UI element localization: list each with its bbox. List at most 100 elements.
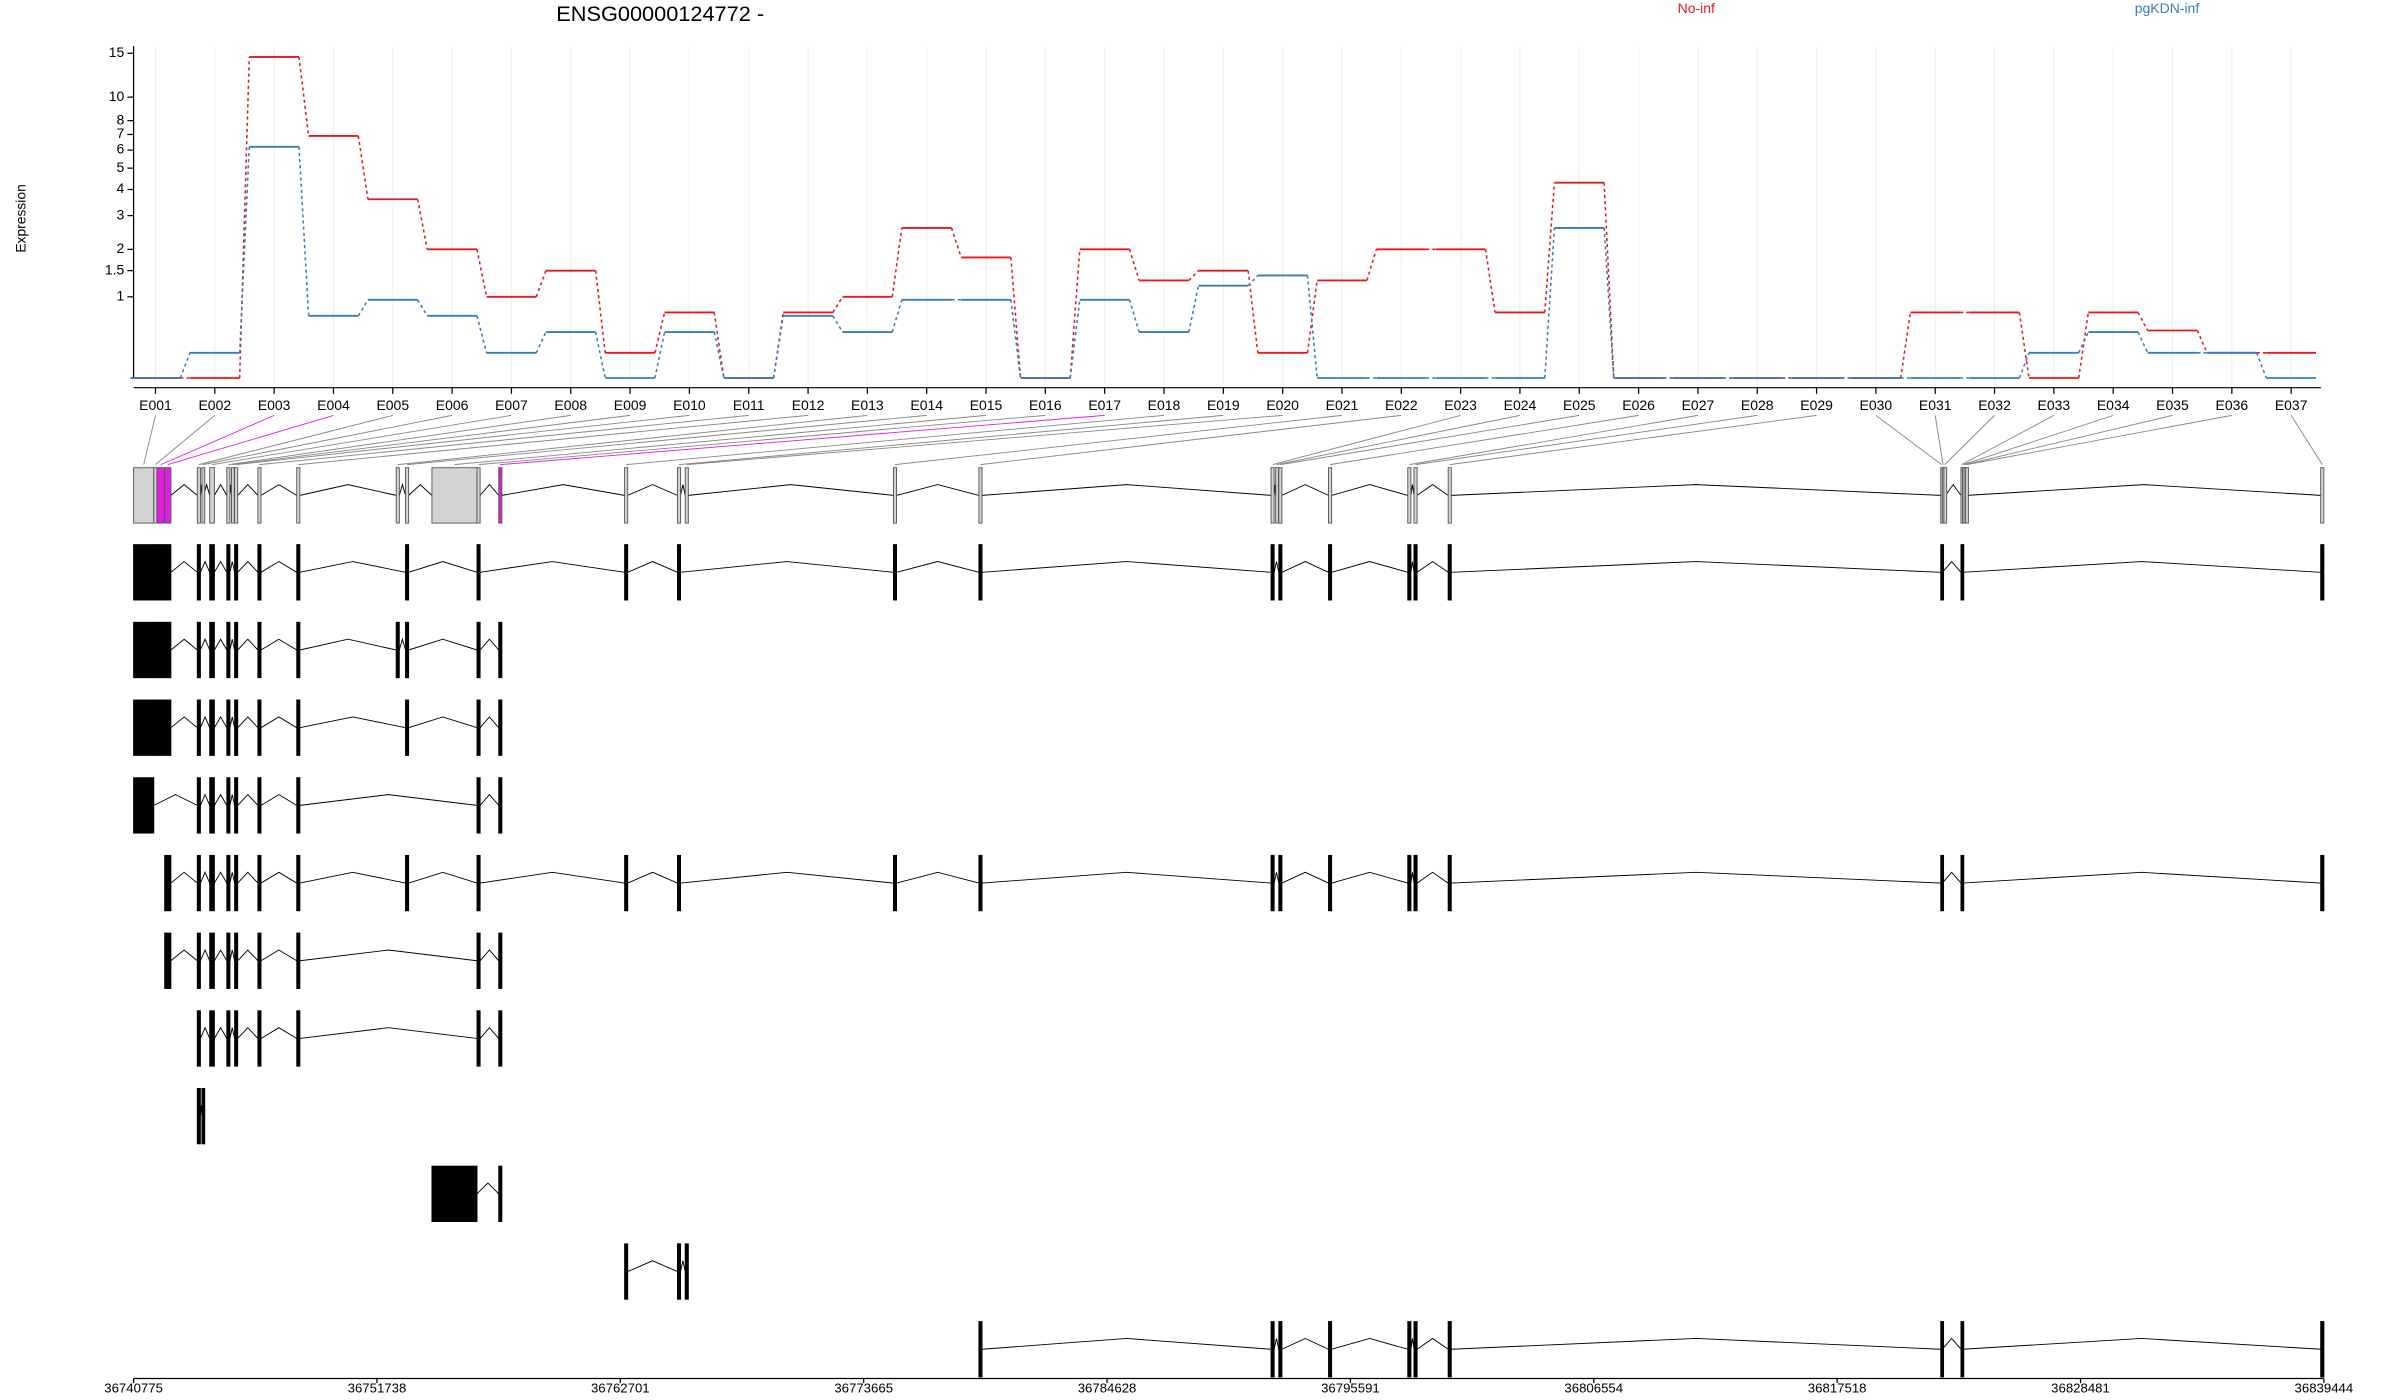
intron <box>896 871 980 884</box>
y-tick-label: 10 <box>109 88 125 104</box>
x-tick-label: E024 <box>1504 397 1537 413</box>
exon-bin <box>226 467 231 524</box>
intron <box>1962 1337 2321 1350</box>
intron <box>213 483 228 496</box>
intron <box>627 871 678 884</box>
transcript-exon <box>1413 854 1418 912</box>
transcript-exon <box>1447 854 1452 912</box>
x-tick-label: E026 <box>1622 397 1655 413</box>
intron <box>229 949 236 961</box>
x-tick-label: E003 <box>258 397 291 413</box>
intron <box>1451 561 1941 573</box>
intron <box>229 716 236 728</box>
exon-bin <box>1413 467 1418 524</box>
exon-bin <box>156 467 166 524</box>
bin-connector <box>1964 414 2173 466</box>
transcript-exon <box>498 1010 503 1067</box>
expression-connector <box>238 56 251 379</box>
transcript-exon <box>234 932 239 989</box>
x-tick-label: E027 <box>1682 397 1715 413</box>
expression-connector <box>476 315 488 353</box>
transcript-exon <box>296 854 301 912</box>
expression-connector <box>1306 280 1318 353</box>
transcript-exon <box>1940 544 1945 601</box>
exon-bin <box>1328 467 1333 524</box>
intron <box>199 948 211 961</box>
intron <box>1281 561 1329 573</box>
expression-connector <box>1603 182 1615 379</box>
x-tick-label: E021 <box>1326 397 1359 413</box>
expression-connector <box>1128 299 1140 333</box>
intron <box>1410 484 1415 496</box>
intron <box>627 1260 678 1272</box>
intron <box>479 793 500 806</box>
intron <box>237 716 259 729</box>
intron <box>398 482 406 496</box>
exon-bin <box>405 467 410 524</box>
x-tick-label: E036 <box>2216 397 2249 413</box>
bin-connector <box>894 414 1343 466</box>
expression-connector <box>238 146 251 353</box>
exon-bin <box>231 467 235 524</box>
bin-connector <box>686 414 1283 466</box>
transcript-exon <box>498 621 503 679</box>
transcript-exon <box>624 1243 629 1300</box>
bin-connector <box>228 414 571 466</box>
intron <box>408 561 478 573</box>
expression-connector <box>594 270 606 353</box>
intron <box>260 794 297 806</box>
transcript-exon <box>1278 1321 1283 1378</box>
intron <box>1331 871 1408 884</box>
bin-connector <box>211 414 512 466</box>
bin-connector <box>1961 414 2055 466</box>
x-tick-label: E035 <box>2156 397 2189 413</box>
bin-connector <box>202 414 453 466</box>
y-tick-label: 5 <box>117 159 125 175</box>
transcript-exon <box>498 932 503 989</box>
intron <box>408 716 478 729</box>
intron <box>1941 871 1962 884</box>
transcript-exon <box>156 699 166 756</box>
expression-connector <box>1603 227 1615 379</box>
transcript-exon <box>196 932 201 989</box>
intron <box>680 561 894 573</box>
intron <box>1281 1337 1329 1350</box>
x-tick-label: E037 <box>2275 397 2308 413</box>
intron <box>260 484 297 496</box>
expression-connector <box>298 56 310 137</box>
genomic-tick-label: 36806554 <box>1564 1381 1623 1396</box>
transcript-exon <box>978 1321 983 1378</box>
intron <box>627 484 678 496</box>
expression-connector <box>594 331 606 379</box>
transcript-exon <box>209 777 215 834</box>
bin-connector <box>478 414 1046 466</box>
transcript-exon <box>153 621 158 679</box>
intron <box>213 871 228 884</box>
intron <box>153 794 198 806</box>
intron <box>260 1027 297 1039</box>
transcript-exon <box>676 1243 682 1300</box>
expression-connector <box>950 227 962 258</box>
intron <box>213 793 228 806</box>
transcript-exon <box>1278 854 1283 912</box>
intron <box>170 638 198 651</box>
expression-connector <box>2077 312 2090 379</box>
transcript-exon <box>2320 854 2325 912</box>
bin-connector <box>160 414 275 466</box>
x-tick-label: E013 <box>851 397 884 413</box>
chart-title: ENSG00000124772 - <box>556 1 764 26</box>
expression-connector <box>2018 352 2030 379</box>
x-tick-label: E011 <box>733 397 765 413</box>
y-axis-label: Expression <box>12 184 28 252</box>
transcript-exon <box>196 1010 201 1067</box>
transcript-exon <box>476 621 481 679</box>
intron <box>680 484 686 496</box>
transcript-exon <box>209 544 215 601</box>
y-tick-label: 2 <box>117 240 125 256</box>
intron <box>237 871 259 884</box>
bin-connector <box>167 414 334 466</box>
x-tick-label: E006 <box>436 397 469 413</box>
transcript-exon <box>153 544 158 601</box>
intron <box>1962 871 2321 884</box>
